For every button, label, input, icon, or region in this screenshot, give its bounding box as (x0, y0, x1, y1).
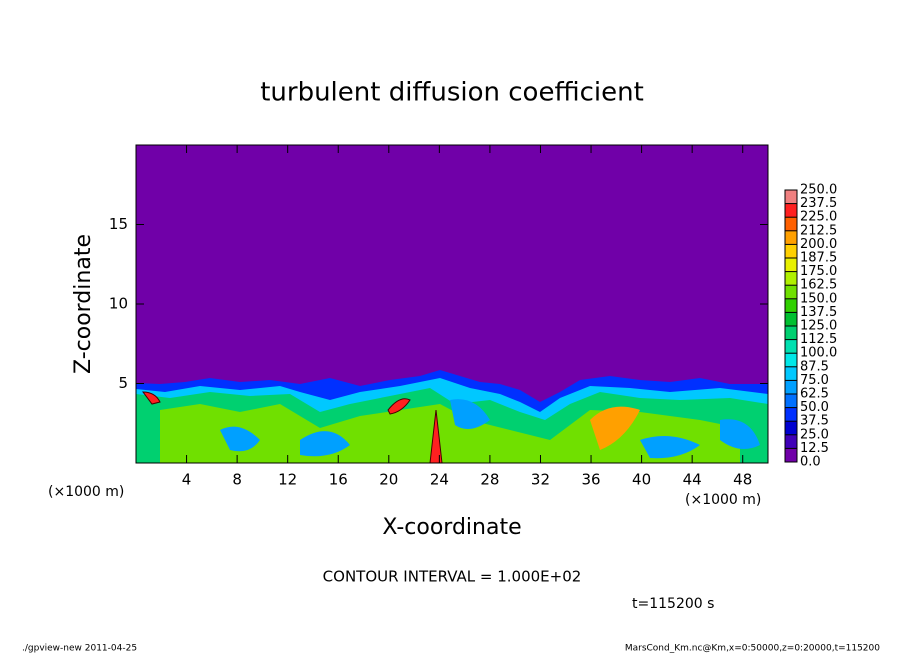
x-tick-label: 12 (278, 471, 297, 489)
x-tick-label: 40 (632, 471, 651, 489)
y-tick-label: 5 (118, 374, 128, 392)
colorbar-band (785, 339, 797, 354)
x-tick-label: 32 (531, 471, 550, 489)
colorbar-label: 12.5 (800, 441, 829, 456)
colorbar-band (785, 366, 797, 381)
colorbar-band (785, 244, 797, 258)
y-axis-label: Z-coordinate (71, 234, 96, 374)
colorbar-band (785, 190, 797, 204)
colorbar-label: 37.5 (800, 414, 829, 429)
colorbar-band (785, 230, 797, 245)
colorbar-label: 150.0 (800, 291, 837, 306)
x-tick-label: 8 (232, 471, 242, 489)
colorbar-label: 25.0 (800, 427, 829, 442)
colorbar-label: 250.0 (800, 183, 837, 198)
colorbar-band (785, 271, 797, 286)
colorbar-band (785, 326, 797, 340)
x-unit-label: (×1000 m) (48, 484, 124, 500)
contour-interval: CONTOUR INTERVAL = 1.000E+02 (323, 568, 582, 586)
x-tick-label: 16 (329, 471, 348, 489)
colorbar-label: 0.0 (800, 455, 821, 470)
x-tick-label: 44 (683, 471, 702, 489)
y-tick-label: 10 (109, 295, 128, 313)
colorbar-label: 237.5 (800, 196, 837, 211)
colorbar-label: 125.0 (800, 319, 837, 334)
colorbar-band (785, 353, 797, 367)
colorbar-label: 100.0 (800, 346, 837, 361)
x-axis-label: X-coordinate (382, 515, 521, 540)
y-tick-label: 15 (109, 215, 128, 233)
colorbar-label: 112.5 (800, 332, 837, 347)
x-tick-label: 36 (581, 471, 600, 489)
colorbar-label: 225.0 (800, 210, 837, 225)
colorbar-label: 212.5 (800, 223, 837, 238)
colorbar-band (785, 407, 797, 422)
footer-left: ./gpview-new 2011-04-25 (22, 644, 137, 654)
colorbar-band (785, 421, 797, 435)
colorbar-band (785, 380, 797, 394)
x-tick-label: 24 (430, 471, 449, 489)
footer-right: MarsCond_Km.nc@Km,x=0:50000,z=0:20000,t=… (625, 644, 880, 654)
chart-title: turbulent diffusion coefficient (260, 78, 644, 108)
colorbar-label: 75.0 (800, 373, 829, 388)
colorbar-label: 137.5 (800, 305, 837, 320)
colorbar-band (785, 285, 797, 299)
time-label: t=115200 s (632, 596, 714, 612)
field (136, 145, 768, 464)
x-tick-label: 4 (182, 471, 192, 489)
colorbar-band (785, 217, 797, 231)
colorbar-band (785, 394, 797, 408)
colorbar-band (785, 434, 797, 449)
colorbar-label: 62.5 (800, 387, 829, 402)
colorbar-label: 50.0 (800, 400, 829, 415)
colorbar-label: 200.0 (800, 237, 837, 252)
colorbar-band (785, 258, 797, 272)
colorbar-label: 87.5 (800, 359, 829, 374)
colorbar-band (785, 312, 797, 326)
colorbar-label: 175.0 (800, 264, 837, 279)
x-tick-label: 48 (733, 471, 752, 489)
colorbar-label: 162.5 (800, 278, 837, 293)
colorbar-band (785, 298, 797, 313)
x-tick-label: 20 (379, 471, 398, 489)
colorbar-label: 187.5 (800, 251, 837, 266)
x-tick-label: 28 (480, 471, 499, 489)
colorbar-band (785, 448, 797, 462)
x-unit-label: (×1000 m) (685, 492, 761, 508)
colorbar-band (785, 203, 797, 218)
field-patch (590, 406, 640, 450)
